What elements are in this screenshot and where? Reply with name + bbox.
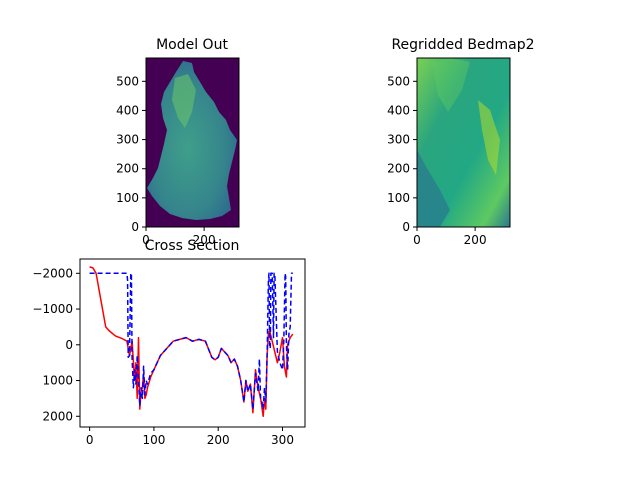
bedmap2-frame [416, 57, 511, 228]
bedmap2-y-tick-label: 0 [402, 220, 410, 234]
panel-cross-section: Cross Section 0 100 200 300 2000 1000 0 −1000 −2… [32, 238, 306, 447]
cross-section-x-tick-label: 300 [271, 433, 294, 447]
model-out-y-tick-label: 400 [116, 103, 139, 117]
cross-section-x-tick-label: 0 [86, 433, 94, 447]
model-out-x-tick-label: 200 [193, 233, 216, 247]
bedmap2-y-tick-label: 400 [387, 103, 410, 117]
panel-regridded-bedmap2: Regridded Bedmap2 0 200 0 100 200 300 400 500 [387, 37, 534, 247]
model-out-axes: 0 200 0 100 200 300 400 500 [116, 74, 215, 247]
cross-section-axes: 0 100 200 300 2000 1000 0 −1000 −2000 [32, 266, 294, 447]
cross-section-series-1-line [89, 266, 294, 418]
model-out-y-tick-label: 500 [116, 74, 139, 88]
bedmap2-coast-band [432, 58, 470, 112]
model-out-frame [145, 57, 240, 228]
bedmap2-x-tick-label: 0 [413, 233, 421, 247]
model-out-x-tick-label: 0 [142, 233, 150, 247]
model-out-y-tick-label: 300 [116, 133, 139, 147]
bedmap2-title: Regridded Bedmap2 [391, 37, 534, 53]
cross-section-title: Cross Section [145, 238, 240, 254]
model-out-ice-sheet [147, 61, 237, 220]
cross-section-frame [79, 258, 306, 428]
cross-section-series [89, 266, 294, 418]
cross-section-y-tick-label: −1000 [32, 302, 73, 316]
bedmap2-ridge [478, 100, 500, 175]
cross-section-y-tick-label: 2000 [42, 409, 73, 423]
bedmap2-axes: 0 200 0 100 200 300 400 500 [387, 74, 486, 247]
model-out-y-tick-label: 100 [116, 191, 139, 205]
cross-section-x-tick-label: 100 [142, 433, 165, 447]
cross-section-y-tick-label: 0 [65, 338, 73, 352]
model-out-highlands [172, 74, 196, 128]
model-out-y-tick-label: 200 [116, 162, 139, 176]
bedmap2-y-tick-label: 200 [387, 162, 410, 176]
bedmap2-x-tick-label: 200 [464, 233, 487, 247]
cross-section-series-2-line [89, 272, 293, 410]
cross-section-y-tick-label: −2000 [32, 266, 73, 280]
model-out-title: Model Out [156, 37, 228, 53]
cross-section-y-tick-label: 1000 [42, 374, 73, 388]
model-out-y-tick-label: 0 [131, 220, 139, 234]
bedmap2-y-tick-label: 500 [387, 74, 410, 88]
panel-model-out: Model Out 0 200 0 100 200 300 400 500 [116, 37, 240, 247]
bedmap2-y-tick-label: 100 [387, 191, 410, 205]
bedmap2-low-margin [417, 150, 450, 227]
bedmap2-y-tick-label: 300 [387, 133, 410, 147]
cross-section-x-tick-label: 200 [207, 433, 230, 447]
